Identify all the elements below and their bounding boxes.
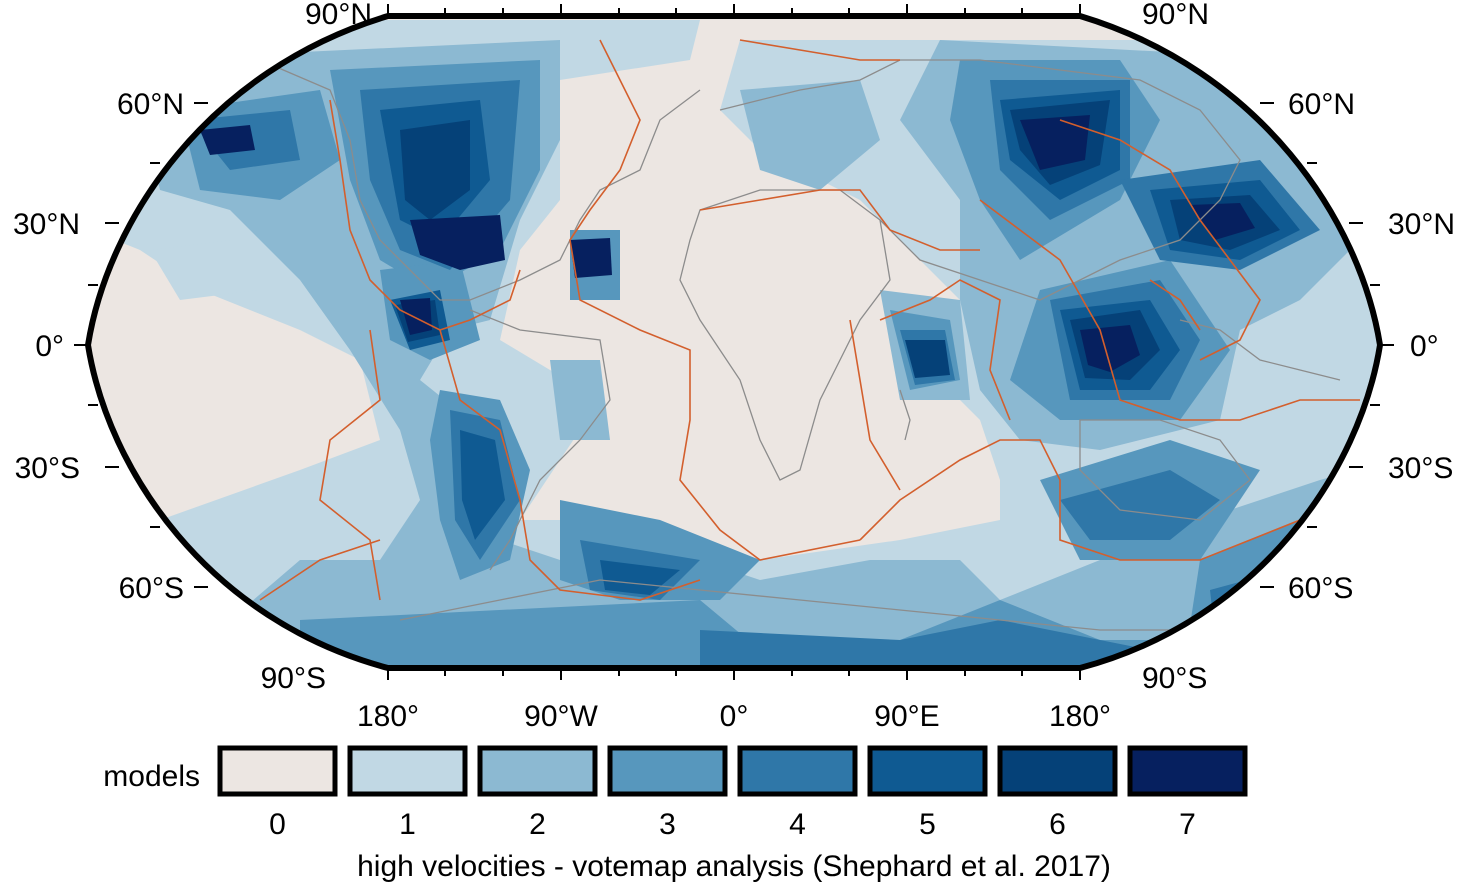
plate-boundaries (99, 39, 1360, 601)
legend-value-label: 6 (1049, 808, 1066, 841)
lat-label-right: 90°S (1142, 662, 1207, 695)
coastlines (259, 59, 1341, 631)
legend-value-label: 0 (269, 808, 286, 841)
legend-caption: high velocities - votemap analysis (Shep… (357, 850, 1111, 883)
legend-swatch-0 (217, 745, 338, 797)
legend-swatch-3 (607, 745, 728, 797)
lon-label: 90°E (874, 700, 939, 733)
map-body (88, 16, 1380, 668)
lat-label-right: 60°N (1288, 88, 1355, 121)
lat-label-left: 30°S (15, 452, 80, 485)
lat-label-left: 90°S (261, 662, 326, 695)
lat-label-right: 90°N (1142, 0, 1209, 31)
latitude-labels-left: 90°N 60°N 30°N 0° 30°S 60°S 90°S (13, 0, 372, 695)
legend-swatch-7 (1127, 745, 1248, 797)
legend-value-label: 3 (659, 808, 676, 841)
legend-swatches: 0 1 2 3 4 5 6 7 (217, 745, 1248, 841)
lon-label: 90°W (524, 700, 598, 733)
lon-label: 180° (357, 700, 419, 733)
lat-label-right: 0° (1410, 330, 1439, 363)
latitude-labels-right: 90°N 60°N 30°N 0° 30°S 60°S 90°S (1142, 0, 1455, 695)
legend-swatch-4 (737, 745, 858, 797)
lat-label-right: 30°S (1388, 452, 1453, 485)
lat-label-left: 60°N (117, 88, 184, 121)
legend-swatch-5 (867, 745, 988, 797)
legend: models 0 1 2 3 4 5 6 7 high velocities - votema… (103, 745, 1248, 883)
legend-swatch-2 (477, 745, 598, 797)
velocity-anomaly-patches (88, 20, 1380, 668)
lat-label-left: 0° (35, 330, 64, 363)
lat-label-right: 30°N (1388, 208, 1455, 241)
legend-value-label: 2 (529, 808, 546, 841)
lat-label-right: 60°S (1288, 572, 1353, 605)
lat-label-left: 90°N (305, 0, 372, 31)
legend-value-label: 7 (1179, 808, 1196, 841)
map-frame (74, 4, 1394, 680)
lat-label-left: 60°S (119, 572, 184, 605)
legend-label: models (103, 760, 200, 793)
legend-value-label: 1 (399, 808, 416, 841)
lon-label: 180° (1049, 700, 1111, 733)
legend-value-label: 4 (789, 808, 806, 841)
legend-swatch-6 (997, 745, 1118, 797)
longitude-labels: 180° 90°W 0° 90°E 180° (357, 700, 1111, 733)
lon-label: 0° (720, 700, 749, 733)
legend-swatch-1 (347, 745, 468, 797)
legend-value-label: 5 (919, 808, 936, 841)
lat-label-left: 30°N (13, 208, 80, 241)
